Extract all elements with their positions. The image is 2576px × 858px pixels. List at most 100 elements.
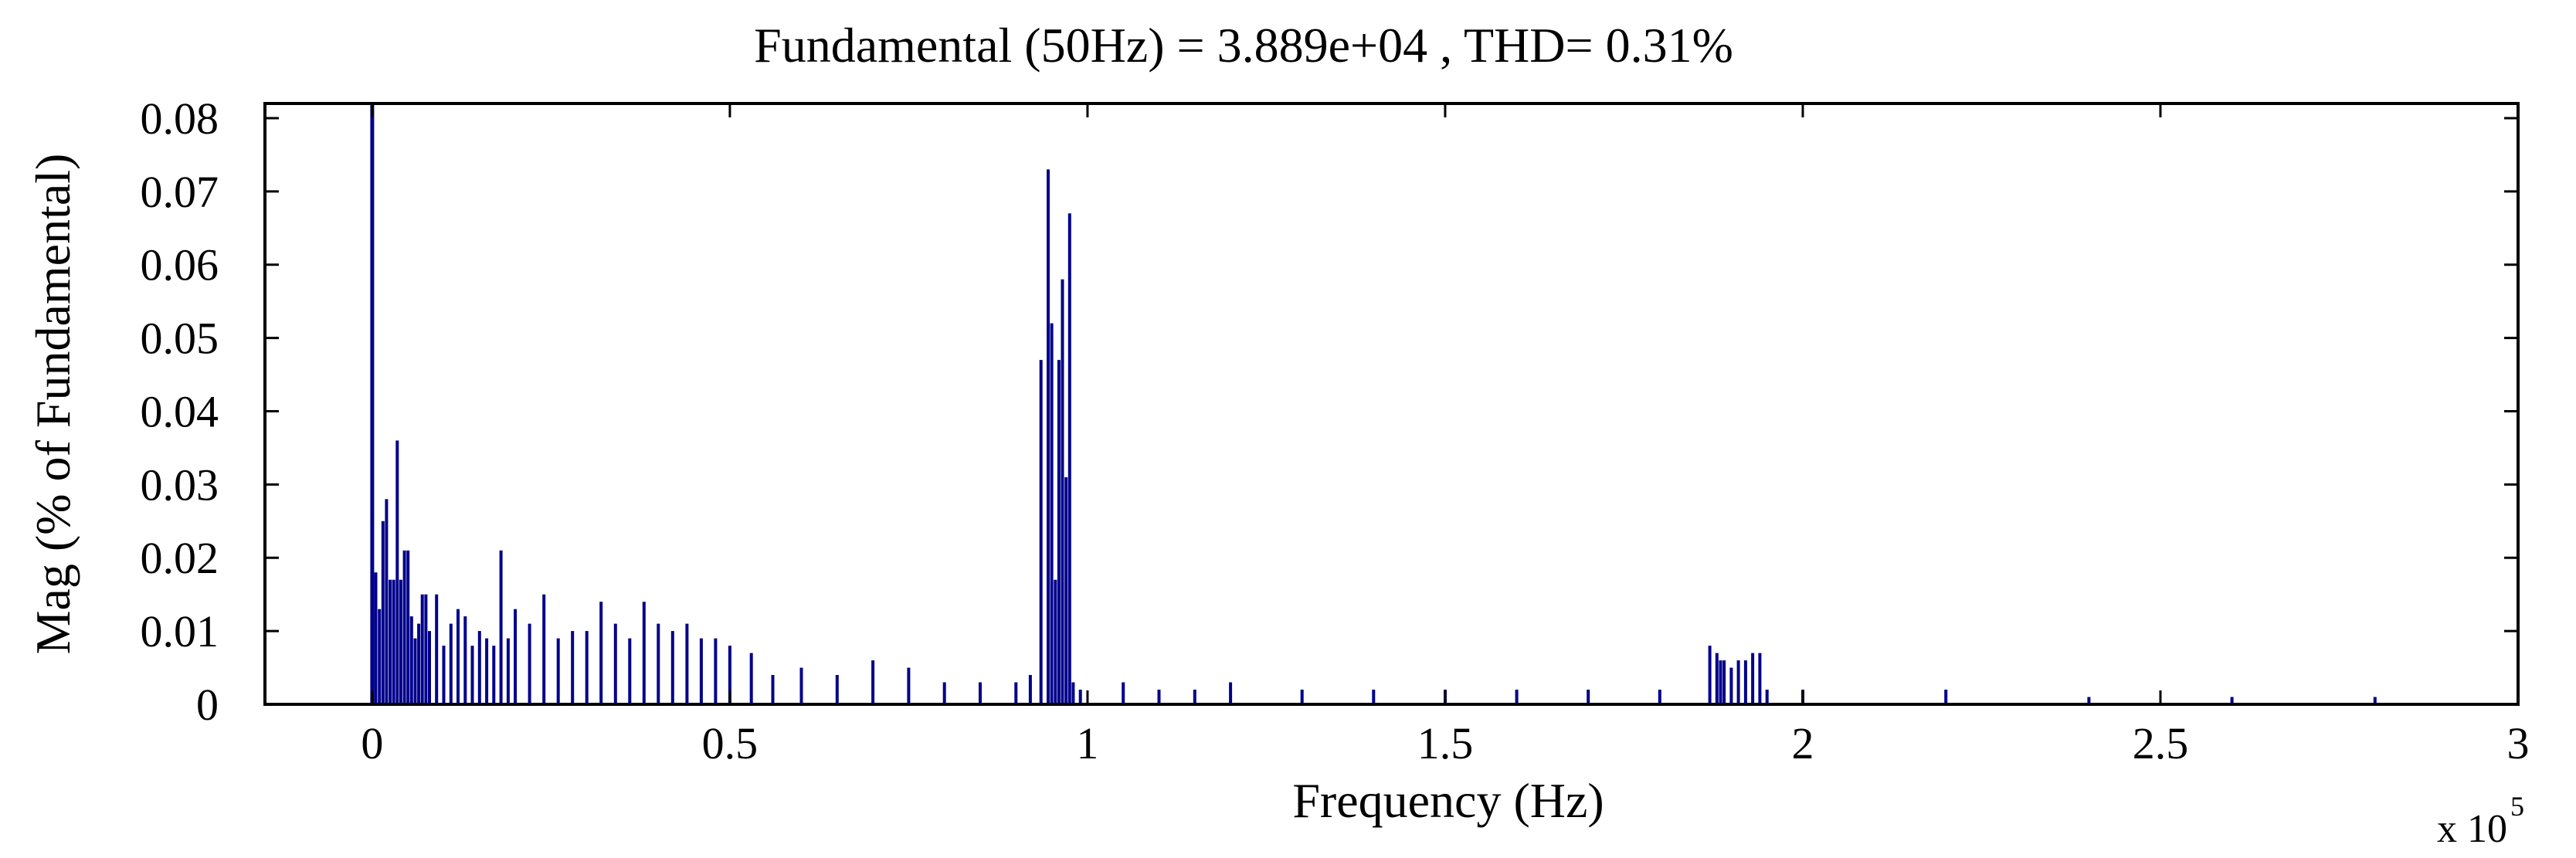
- spectrum-bar: [1071, 682, 1075, 704]
- spectrum-bar: [1722, 660, 1726, 704]
- spectrum-bar: [871, 660, 875, 704]
- spectrum-bar: [642, 602, 646, 704]
- spectrum-bar: [1047, 169, 1050, 704]
- spectrum-bar: [1944, 690, 1948, 704]
- spectrum-bar: [1729, 667, 1733, 704]
- y-tick-label: 0.05: [141, 314, 219, 364]
- spectrum-bar: [456, 609, 460, 704]
- spectrum-bar: [399, 579, 402, 704]
- spectrum-bar: [1719, 660, 1722, 704]
- spectrum-bar: [771, 675, 775, 704]
- x-axis-multiplier-base: x 10: [2437, 807, 2507, 851]
- spectrum-bar: [1028, 675, 1032, 704]
- spectrum-bar: [485, 638, 489, 704]
- spectrum-bar: [442, 646, 446, 704]
- spectrum-bar: [1372, 690, 1376, 704]
- spectrum-bar: [556, 638, 560, 704]
- spectrum-bar: [979, 682, 982, 704]
- spectrum-bar: [1758, 653, 1762, 704]
- spectrum-bar: [392, 579, 395, 704]
- y-tick-label: 0.07: [141, 167, 219, 217]
- spectrum-bar: [714, 638, 718, 704]
- spectrum-bar: [370, 103, 375, 704]
- spectrum-bar: [499, 550, 503, 704]
- spectrum-bar: [402, 550, 406, 704]
- spectrum-bar: [1061, 279, 1064, 704]
- spectrum-bar: [1743, 660, 1747, 704]
- spectrum-bar: [749, 653, 753, 704]
- spectrum-bar: [506, 638, 510, 704]
- spectrum-bar: [470, 646, 474, 704]
- spectrum-bar: [571, 631, 575, 704]
- y-tick-label: 0.01: [141, 606, 219, 656]
- spectrum-bar: [1751, 653, 1755, 704]
- spectrum-bar: [1515, 690, 1519, 704]
- spectrum-bar: [389, 579, 392, 704]
- y-tick-label: 0.02: [141, 533, 219, 583]
- spectrum-bar: [585, 631, 589, 704]
- spectrum-bar: [420, 594, 424, 704]
- spectrum-bar: [477, 631, 481, 704]
- bars-group: [370, 103, 2520, 704]
- spectrum-bar: [1067, 213, 1071, 704]
- y-tick-label: 0: [196, 680, 219, 730]
- spectrum-bar: [1587, 690, 1590, 704]
- spectrum-bar: [1193, 690, 1196, 704]
- x-axis-multiplier: x 10 5: [2437, 791, 2524, 851]
- spectrum-bar: [799, 667, 803, 704]
- y-axis-label: Mag (% of Fundamental): [25, 154, 80, 655]
- spectrum-bar: [1039, 360, 1043, 704]
- spectrum-bar: [374, 572, 378, 704]
- y-tick-label: 0.06: [141, 240, 219, 290]
- x-tick-label: 2.5: [2133, 718, 2189, 768]
- spectrum-bar: [424, 594, 428, 704]
- spectrum-bar: [1229, 682, 1233, 704]
- spectrum-bar: [385, 499, 389, 704]
- spectrum-bar: [1300, 690, 1304, 704]
- spectrum-bar: [514, 609, 518, 704]
- spectrum-bar: [728, 646, 731, 704]
- y-tick-label: 0.08: [141, 93, 219, 144]
- spectrum-bar: [417, 623, 421, 704]
- spectrum-bar: [2087, 697, 2091, 704]
- spectrum-bar: [1054, 579, 1057, 704]
- spectrum-bar: [1078, 690, 1082, 704]
- spectrum-bar: [699, 638, 703, 704]
- spectrum-bar: [599, 602, 603, 704]
- spectrum-bar: [428, 631, 431, 704]
- x-tick-label: 1.5: [1417, 718, 1474, 768]
- chart-title: Fundamental (50Hz) = 3.889e+04 , THD= 0.…: [754, 18, 1733, 73]
- spectrum-bar: [413, 638, 417, 704]
- spectrum-bar: [1715, 653, 1719, 704]
- spectrum-bar: [1708, 646, 1712, 704]
- spectrum-bar: [1064, 476, 1068, 704]
- spectrum-bar: [1014, 682, 1018, 704]
- spectrum-bar: [657, 623, 660, 704]
- x-axis-multiplier-exponent: 5: [2510, 791, 2524, 822]
- y-axis: 0 0.01 0.02 0.03 0.04 0.05 0.06 0.07 0.08: [141, 93, 2518, 730]
- spectrum-bar: [2373, 697, 2377, 704]
- x-tick-label: 1: [1076, 718, 1098, 768]
- x-tick-label: 3: [2507, 718, 2530, 768]
- spectrum-bar: [942, 682, 946, 704]
- spectrum-bar: [1736, 660, 1740, 704]
- x-tick-label: 0.5: [702, 718, 759, 768]
- spectrum-bar: [1122, 682, 1125, 704]
- spectrum-bar: [613, 623, 617, 704]
- y-tick-label: 0.03: [141, 460, 219, 510]
- y-tick-label: 0.04: [141, 386, 219, 436]
- spectrum-bar: [542, 594, 546, 704]
- spectrum-bar: [670, 631, 674, 704]
- spectrum-bar: [381, 521, 385, 704]
- spectrum-bar: [463, 616, 467, 704]
- spectrum-bar: [628, 638, 632, 704]
- spectrum-bar: [406, 550, 410, 704]
- spectrum-bar: [1658, 690, 1661, 704]
- spectrum-bar: [2230, 697, 2234, 704]
- spectrum-bar: [378, 609, 382, 704]
- spectrum-bar: [1057, 360, 1061, 704]
- spectrum-bar: [409, 616, 413, 704]
- spectrum-bar: [835, 675, 839, 704]
